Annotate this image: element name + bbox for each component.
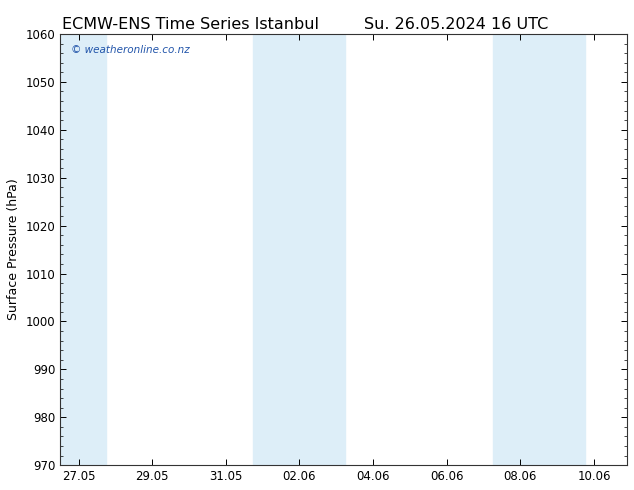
Bar bbox=[493, 34, 585, 465]
Text: © weatheronline.co.nz: © weatheronline.co.nz bbox=[72, 45, 190, 55]
Text: Su. 26.05.2024 16 UTC: Su. 26.05.2024 16 UTC bbox=[365, 17, 548, 32]
Y-axis label: Surface Pressure (hPa): Surface Pressure (hPa) bbox=[7, 179, 20, 320]
Text: ECMW-ENS Time Series Istanbul: ECMW-ENS Time Series Istanbul bbox=[61, 17, 319, 32]
Bar bbox=[60, 34, 106, 465]
Bar bbox=[254, 34, 346, 465]
